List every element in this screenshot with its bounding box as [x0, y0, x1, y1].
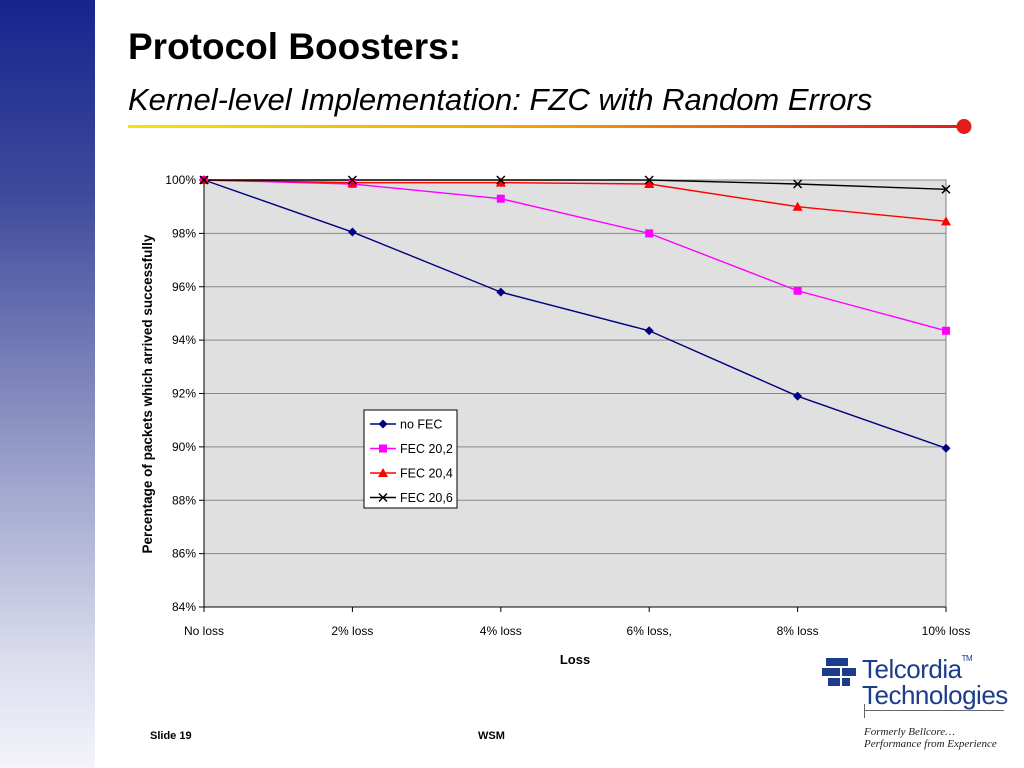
data-point	[347, 227, 357, 237]
y-axis-label: Percentage of packets which arrived succ…	[140, 234, 155, 553]
y-tick-label: 100%	[165, 173, 196, 187]
y-tick-label: 86%	[172, 547, 196, 561]
telcordia-mark-icon	[822, 658, 856, 686]
slide-subtitle: Kernel-level Implementation: FZC with Ra…	[128, 82, 873, 117]
x-tick-label: 6% loss,	[627, 624, 672, 638]
data-point	[644, 175, 654, 185]
title-underline	[128, 119, 972, 134]
series-line	[203, 179, 947, 223]
data-point	[942, 326, 950, 335]
y-tick-label: 94%	[172, 333, 196, 347]
data-point	[941, 184, 951, 194]
x-tick-label: No loss	[184, 624, 224, 638]
legend-entry: no FEC	[400, 418, 442, 432]
logo-divider	[864, 710, 1004, 711]
legend-swatch-marker	[378, 492, 388, 503]
data-point	[941, 443, 951, 453]
x-tick-label: 10% loss	[922, 624, 971, 638]
rule-end-dot	[956, 119, 972, 134]
data-point	[347, 177, 358, 187]
slide-number: Slide 19	[150, 730, 192, 742]
x-tick-label: 2% loss	[331, 624, 373, 638]
legend-swatch-marker	[378, 419, 388, 429]
logo-wordmark-line1: TelcordiaTM	[862, 654, 973, 684]
series-line	[203, 179, 947, 449]
logo-tagline-2: Performance from Experience	[864, 738, 997, 750]
side-gradient-band	[0, 0, 95, 768]
x-tick-label: 4% loss	[480, 624, 522, 638]
slide-title: Protocol Boosters:	[128, 26, 462, 67]
series-line	[203, 179, 947, 332]
y-tick-label: 98%	[172, 226, 196, 240]
series-line	[204, 179, 947, 191]
company-logo: TelcordiaTM Technologies Formerly Bellco…	[818, 652, 1018, 752]
data-point	[793, 391, 803, 401]
data-point	[792, 201, 803, 211]
data-point	[941, 216, 951, 226]
data-point	[644, 179, 655, 189]
y-tick-label: 96%	[172, 280, 196, 294]
legend-entry: FEC 20,4	[400, 467, 453, 481]
legend-entry: FEC 20,6	[400, 491, 453, 505]
logo-divider-vertical	[864, 704, 865, 718]
data-point	[793, 179, 803, 189]
footer-label: WSM	[478, 730, 505, 742]
x-axis-label: Loss	[560, 652, 590, 667]
data-point	[496, 175, 506, 185]
logo-wordmark-line2: Technologies	[862, 680, 1008, 710]
y-tick-label: 84%	[172, 600, 196, 614]
legend-swatch-marker	[378, 468, 388, 477]
legend	[363, 409, 458, 509]
logo-tagline-1: Formerly Bellcore…	[864, 726, 955, 738]
y-tick-label: 92%	[172, 387, 196, 401]
data-point	[645, 229, 654, 238]
legend-entry: FEC 20,2	[400, 442, 453, 456]
data-point	[644, 326, 654, 336]
data-point	[199, 175, 209, 185]
y-tick-label: 88%	[172, 493, 196, 507]
data-point	[793, 286, 802, 295]
data-point	[496, 287, 506, 297]
y-tick-label: 90%	[172, 440, 196, 454]
data-point	[495, 177, 506, 187]
data-point	[347, 175, 357, 185]
legend-swatch-marker	[379, 444, 387, 453]
x-tick-label: 8% loss	[777, 624, 819, 638]
data-point	[496, 194, 505, 203]
